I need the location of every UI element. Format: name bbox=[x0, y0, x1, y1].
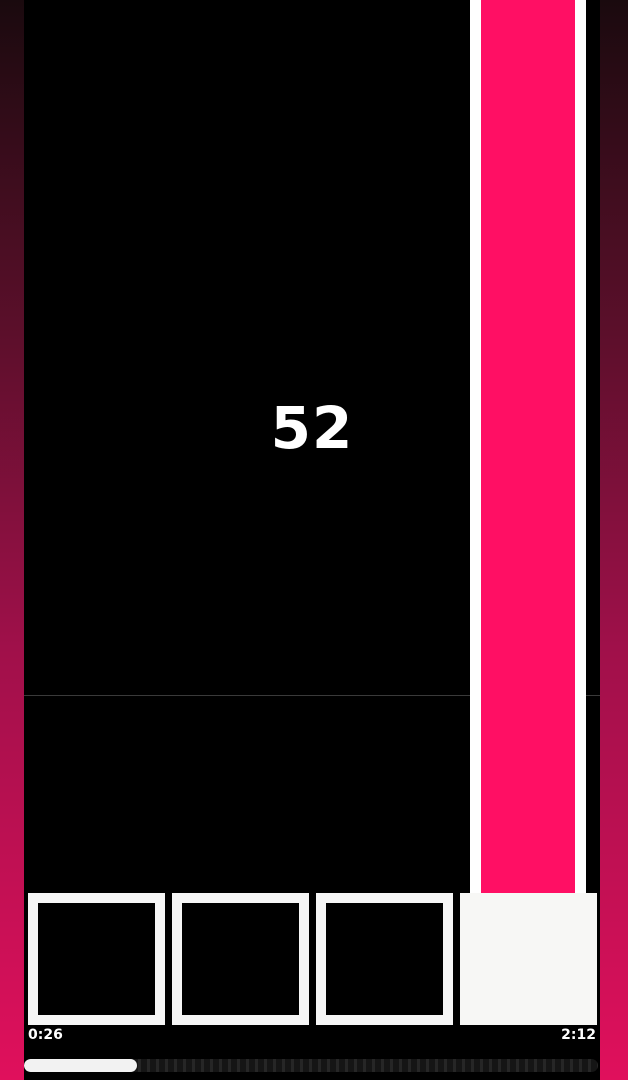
tap-pads bbox=[28, 893, 598, 1025]
right-side-glow bbox=[600, 0, 628, 1080]
elapsed-time: 0:26 bbox=[28, 1027, 63, 1043]
tap-pad-lane-2[interactable] bbox=[172, 893, 309, 1025]
total-time: 2:12 bbox=[561, 1027, 596, 1043]
left-side-glow bbox=[0, 0, 24, 1080]
falling-note-lane-4 bbox=[470, 0, 586, 893]
tap-pad-lane-3[interactable] bbox=[316, 893, 453, 1025]
tap-pad-lane-1[interactable] bbox=[28, 893, 165, 1025]
hit-line bbox=[24, 695, 600, 696]
score-counter: 52 bbox=[270, 394, 354, 462]
tap-pad-lane-4[interactable] bbox=[460, 893, 597, 1025]
progress-fill bbox=[24, 1059, 138, 1072]
progress-bar[interactable] bbox=[24, 1059, 598, 1072]
